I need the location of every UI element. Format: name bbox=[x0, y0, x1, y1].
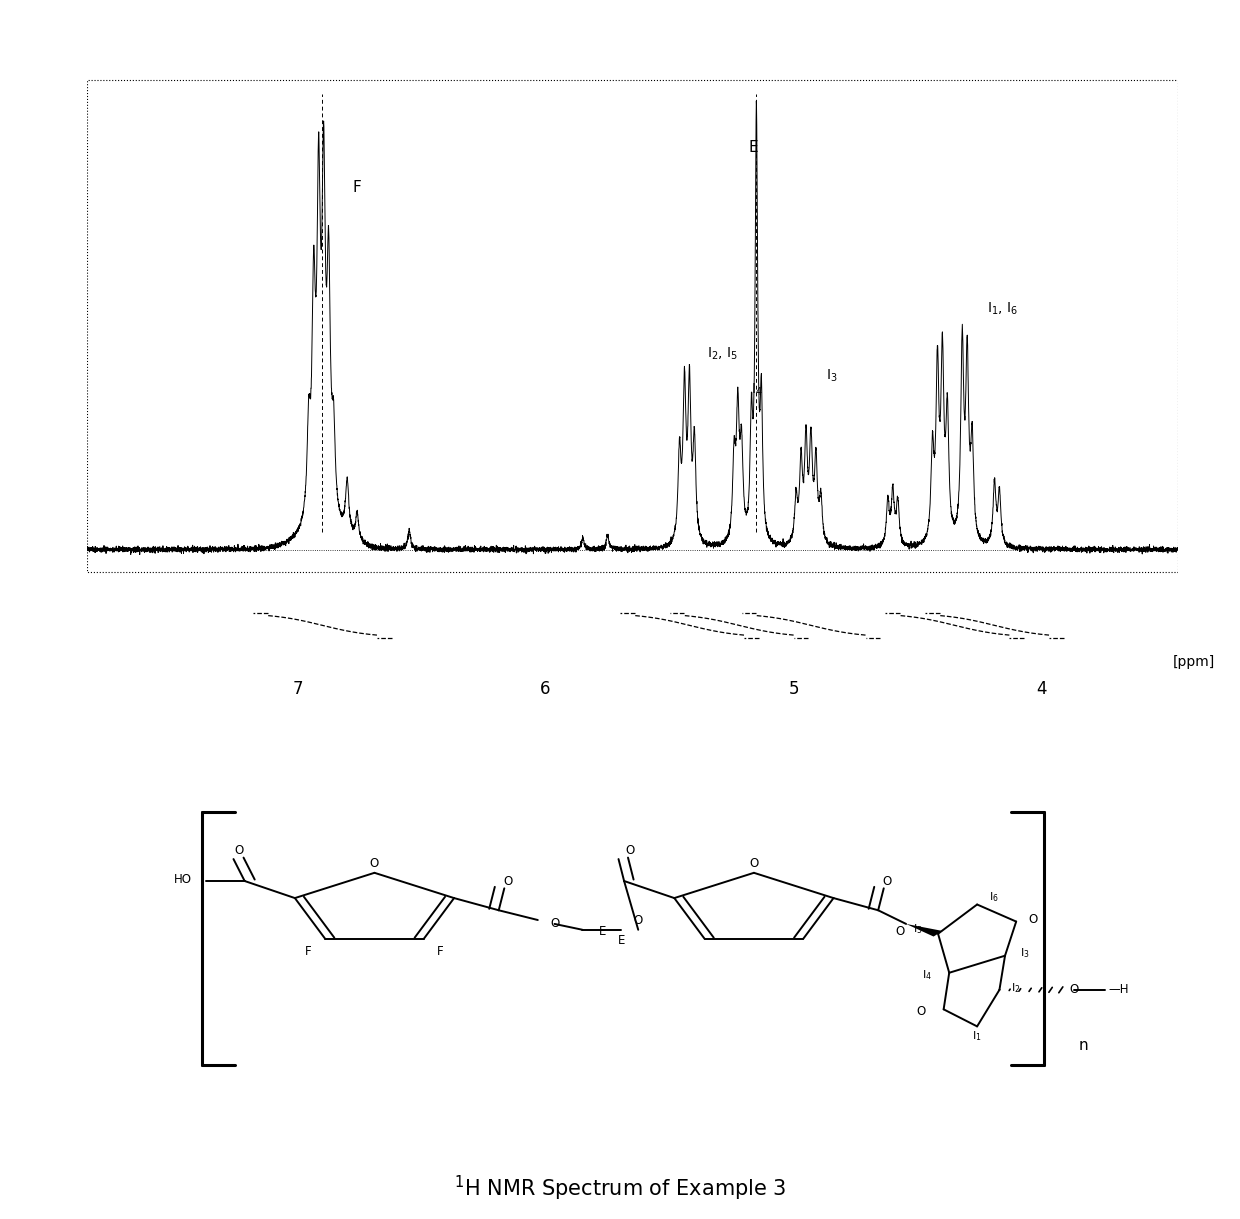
Text: F: F bbox=[352, 180, 361, 195]
Text: I$_4$: I$_4$ bbox=[921, 968, 932, 983]
Text: $^1$H NMR Spectrum of Example 3: $^1$H NMR Spectrum of Example 3 bbox=[454, 1174, 786, 1203]
Text: O: O bbox=[634, 914, 642, 928]
Text: O: O bbox=[895, 925, 905, 937]
Text: F: F bbox=[438, 945, 444, 958]
Text: n: n bbox=[1079, 1039, 1087, 1053]
Text: [ppm]: [ppm] bbox=[1173, 655, 1215, 669]
Text: O: O bbox=[503, 874, 512, 887]
Text: O: O bbox=[749, 857, 759, 869]
Text: O: O bbox=[1070, 984, 1079, 996]
Text: I$_3$: I$_3$ bbox=[826, 368, 837, 384]
Text: HO: HO bbox=[175, 873, 192, 886]
Text: O: O bbox=[1028, 913, 1038, 925]
Text: I$_1$: I$_1$ bbox=[972, 1029, 982, 1043]
Text: I$_5$: I$_5$ bbox=[913, 922, 923, 936]
Text: E: E bbox=[618, 934, 625, 947]
Text: —H: —H bbox=[1109, 984, 1130, 996]
Text: I$_2$: I$_2$ bbox=[1012, 981, 1021, 995]
Text: O: O bbox=[883, 874, 892, 887]
Text: O: O bbox=[625, 845, 635, 857]
Text: F: F bbox=[305, 945, 311, 958]
Text: I$_3$: I$_3$ bbox=[1021, 946, 1030, 961]
Text: E: E bbox=[599, 925, 606, 937]
Text: O: O bbox=[370, 857, 379, 869]
Text: O: O bbox=[916, 1006, 926, 1018]
Polygon shape bbox=[906, 924, 942, 936]
Text: I$_2$, I$_5$: I$_2$, I$_5$ bbox=[707, 345, 738, 362]
Text: O: O bbox=[549, 918, 559, 930]
Text: E: E bbox=[749, 140, 759, 155]
Text: I$_1$, I$_6$: I$_1$, I$_6$ bbox=[987, 301, 1018, 317]
Text: I$_6$: I$_6$ bbox=[990, 890, 998, 904]
Text: O: O bbox=[234, 845, 244, 857]
Text: I$_4$: I$_4$ bbox=[751, 382, 764, 397]
